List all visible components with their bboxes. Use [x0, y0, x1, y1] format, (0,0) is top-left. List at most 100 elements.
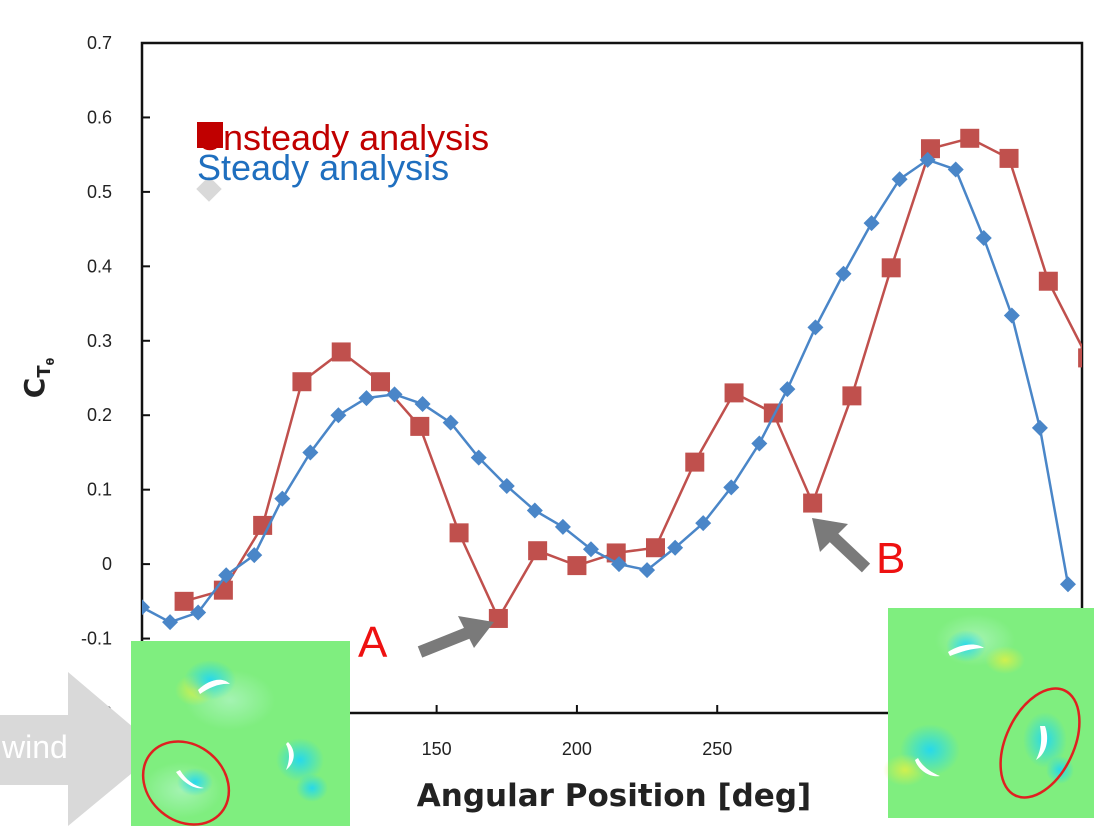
y-tick-label: -0.1 — [81, 629, 112, 649]
data-point-unsteady — [410, 416, 430, 436]
data-point-unsteady — [606, 543, 626, 563]
y-tick-label: 0.5 — [87, 182, 112, 202]
data-point-unsteady — [331, 342, 351, 362]
data-point-unsteady — [881, 258, 901, 278]
y-axis-title-subsub: θ — [44, 357, 57, 365]
data-point-unsteady — [763, 403, 783, 423]
data-point-steady — [218, 567, 235, 584]
data-point-steady — [835, 265, 852, 282]
wind-label: wind — [1, 729, 68, 765]
y-axis-title-main: C — [18, 378, 51, 399]
data-point-steady — [863, 215, 880, 232]
data-point-steady — [246, 547, 263, 564]
data-point-steady — [1003, 307, 1020, 324]
callout-a-arrow-icon — [417, 616, 494, 658]
data-point-unsteady — [1038, 271, 1058, 291]
data-point-steady — [442, 414, 459, 431]
data-point-unsteady — [645, 538, 665, 558]
y-axis-title: CTθ — [18, 357, 57, 398]
legend: Unsteady analysis Steady analysis — [196, 117, 489, 202]
legend-label-unsteady: Unsteady analysis — [197, 117, 489, 158]
data-point-steady — [386, 386, 403, 403]
data-point-steady — [526, 502, 543, 519]
data-point-steady — [667, 539, 684, 556]
data-point-steady — [807, 319, 824, 336]
data-point-unsteady — [371, 372, 391, 392]
y-axis-title-sub: T — [34, 365, 55, 378]
x-tick-label: 200 — [562, 739, 592, 759]
data-point-steady — [779, 381, 796, 398]
data-point-steady — [611, 556, 628, 573]
x-axis-title: Angular Position [deg] — [417, 778, 811, 814]
data-point-steady — [142, 599, 150, 616]
blade-icon — [286, 742, 294, 770]
data-point-steady — [190, 604, 207, 621]
data-point-steady — [695, 515, 712, 532]
data-point-unsteady — [449, 523, 469, 543]
data-point-steady — [582, 541, 599, 558]
legend-marker-unsteady — [197, 122, 223, 148]
data-point-steady — [162, 614, 179, 631]
series-layer — [142, 128, 1082, 631]
data-point-steady — [919, 151, 936, 168]
callout-b-arrow-icon — [812, 518, 871, 573]
series-steady — [142, 151, 1076, 631]
wind-arrow-icon: wind — [0, 672, 160, 826]
data-point-steady — [975, 230, 992, 247]
y-tick-label: 0.2 — [87, 405, 112, 425]
blade-icon — [198, 679, 230, 694]
data-point-steady — [498, 477, 515, 494]
data-point-unsteady — [842, 386, 862, 406]
y-tick-label: 0.6 — [87, 107, 112, 127]
data-point-steady — [274, 490, 291, 507]
data-point-unsteady — [292, 372, 312, 392]
series-unsteady — [174, 128, 1082, 628]
x-tick-label: 250 — [702, 739, 732, 759]
data-point-unsteady — [488, 608, 508, 628]
y-tick-label: 0.7 — [87, 33, 112, 53]
data-point-unsteady — [685, 452, 705, 472]
blade-icon — [176, 770, 204, 789]
data-point-unsteady — [960, 128, 980, 148]
y-axis-ticks: -0.2-0.100.10.20.30.40.50.60.7 — [81, 33, 150, 723]
data-point-steady — [751, 435, 768, 452]
callout-a: A — [358, 616, 494, 667]
callout-b-label: B — [876, 534, 905, 583]
blade-icon — [1036, 726, 1048, 760]
data-point-unsteady — [174, 591, 194, 611]
data-point-steady — [414, 396, 431, 413]
series-line-steady — [142, 158, 1070, 624]
data-point-unsteady — [528, 541, 548, 561]
blade-icon — [915, 758, 940, 777]
flow-field-inset-left — [131, 641, 350, 826]
legend-label-steady: Steady analysis — [197, 147, 449, 188]
data-point-unsteady — [724, 383, 744, 403]
data-point-steady — [358, 390, 375, 407]
data-point-steady — [1031, 419, 1048, 436]
data-point-steady — [302, 444, 319, 461]
y-tick-label: 0.1 — [87, 480, 112, 500]
y-tick-label: 0.3 — [87, 331, 112, 351]
svg-text:CTθ: CTθ — [18, 357, 57, 398]
data-point-steady — [1059, 576, 1076, 593]
callout-a-label: A — [358, 618, 388, 667]
flow-field-inset-right — [883, 608, 1094, 818]
y-tick-label: 0 — [102, 554, 112, 574]
data-point-steady — [330, 407, 347, 424]
data-point-steady — [723, 479, 740, 496]
data-point-steady — [947, 161, 964, 178]
data-point-steady — [639, 562, 656, 579]
data-point-unsteady — [567, 556, 587, 576]
x-tick-label: 150 — [422, 739, 452, 759]
data-point-unsteady — [1078, 348, 1082, 368]
data-point-steady — [891, 171, 908, 188]
y-tick-label: 0.4 — [87, 256, 112, 276]
data-point-unsteady — [803, 493, 823, 513]
callout-b: B — [812, 518, 905, 583]
data-point-unsteady — [920, 139, 940, 159]
data-point-unsteady — [999, 148, 1019, 168]
data-point-steady — [470, 449, 487, 466]
data-point-unsteady — [213, 580, 233, 600]
blade-icon — [948, 644, 984, 656]
